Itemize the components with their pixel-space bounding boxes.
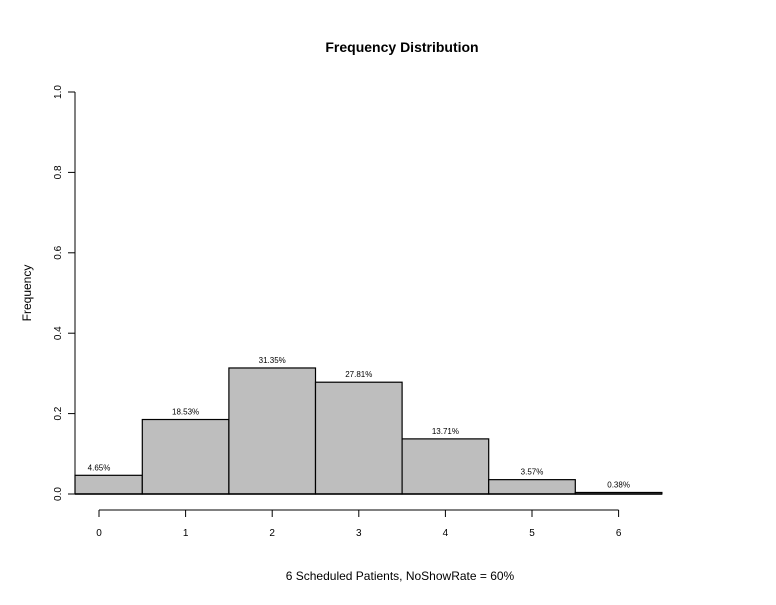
bar: [314, 381, 403, 495]
y-tick-label: 0.4: [53, 326, 64, 340]
x-tick-label: 0: [96, 528, 102, 539]
x-tick-label: 6: [616, 528, 622, 539]
y-tick-label: 0.8: [53, 165, 64, 179]
x-tick-label: 3: [356, 528, 362, 539]
y-tick-label: 0.2: [53, 406, 64, 420]
chart-title: Frequency Distribution: [325, 39, 478, 55]
x-axis-label: 6 Scheduled Patients, NoShowRate = 60%: [286, 569, 515, 583]
x-tick-label: 4: [443, 528, 449, 539]
data-label: 4.65%: [88, 463, 111, 472]
bar: [401, 438, 490, 495]
data-label: 13.71%: [432, 427, 459, 436]
data-label: 18.53%: [172, 408, 199, 417]
bar: [141, 418, 230, 495]
data-label: 0.38%: [607, 480, 630, 489]
y-tick-label: 0.6: [53, 245, 64, 259]
bar: [228, 367, 317, 495]
data-label: 31.35%: [259, 356, 286, 365]
data-label: 3.57%: [521, 468, 544, 477]
bar: [74, 474, 143, 495]
data-label: 27.81%: [345, 370, 372, 379]
bar: [488, 479, 576, 495]
y-tick-label: 1.0: [53, 85, 64, 99]
x-tick-label: 5: [529, 528, 535, 539]
y-axis-label: Frequency: [20, 265, 34, 322]
y-tick-label: 0.0: [53, 487, 64, 501]
x-tick-label: 1: [183, 528, 189, 539]
x-tick-label: 2: [269, 528, 275, 539]
